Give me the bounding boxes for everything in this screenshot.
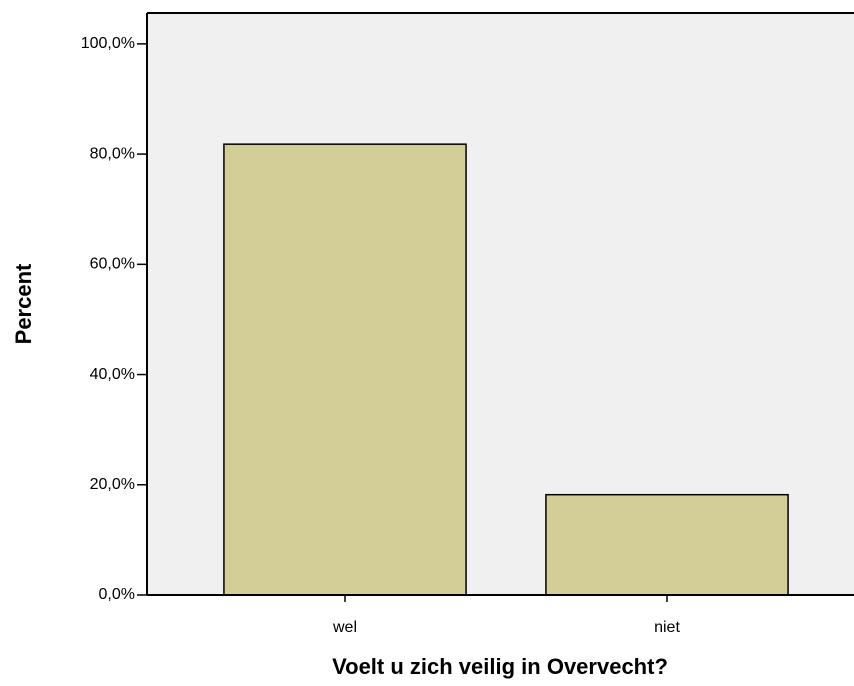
y-tick-label: 20,0% <box>90 476 135 493</box>
x-tick-label: niet <box>654 619 680 636</box>
bar <box>223 143 467 596</box>
y-axis-title: Percent <box>11 263 36 344</box>
bar <box>545 493 789 596</box>
y-tick-label: 100,0% <box>81 35 135 52</box>
y-tick-label: 80,0% <box>90 145 135 162</box>
x-tick-label: wel <box>332 619 357 636</box>
x-axis-title: Voelt u zich veilig in Overvecht? <box>332 654 668 679</box>
y-tick-label: 60,0% <box>90 256 135 273</box>
y-tick-label: 40,0% <box>90 366 135 383</box>
y-tick-label: 0,0% <box>99 586 135 603</box>
